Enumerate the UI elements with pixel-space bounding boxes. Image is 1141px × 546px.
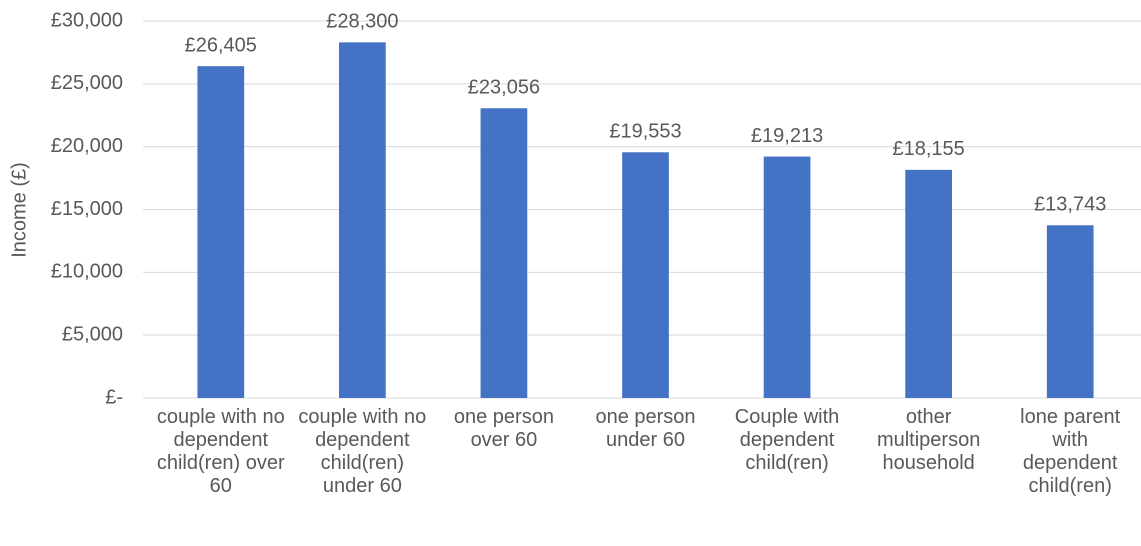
bar — [1046, 225, 1094, 398]
value-label: £13,743 — [1034, 194, 1106, 216]
x-tick-label: one person under 60 — [595, 406, 696, 451]
bar — [622, 152, 669, 398]
x-tick-label: couple with no dependent child(ren) unde… — [298, 406, 427, 497]
bar — [338, 42, 386, 398]
y-tick-label: £20,000 — [51, 135, 123, 157]
x-tick-label: Couple with dependent child(ren) — [734, 406, 840, 474]
bar — [905, 169, 953, 398]
x-tick-label: lone parent with dependent child(ren) — [1020, 406, 1121, 497]
y-tick-label: £15,000 — [51, 198, 123, 220]
x-tick-label: couple with no dependent child(ren) over… — [156, 406, 285, 497]
value-label: £28,300 — [326, 11, 398, 33]
y-tick-label: £- — [105, 386, 123, 408]
bar — [763, 156, 811, 398]
x-tick-label: other multiperson household — [876, 406, 981, 474]
y-axis-title: Income (£) — [8, 162, 30, 258]
x-tick-label: one person over 60 — [453, 406, 554, 451]
bar — [197, 66, 245, 398]
value-label: £23,056 — [468, 77, 540, 99]
bar — [480, 108, 528, 398]
value-label: £26,405 — [185, 34, 257, 56]
value-label: £18,155 — [892, 138, 964, 160]
y-tick-label: £5,000 — [62, 323, 123, 345]
value-label: £19,553 — [609, 121, 681, 143]
y-tick-label: £30,000 — [51, 9, 123, 31]
value-label: £19,213 — [751, 125, 823, 147]
y-tick-label: £25,000 — [51, 72, 123, 94]
y-tick-label: £10,000 — [51, 261, 123, 283]
